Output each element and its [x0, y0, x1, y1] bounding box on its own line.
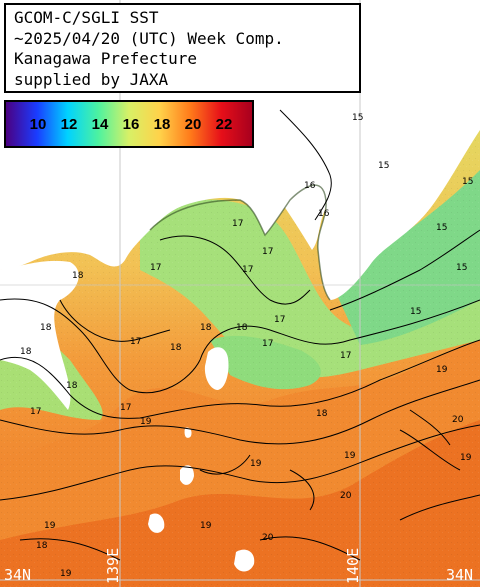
contour-label: 19 [60, 569, 72, 579]
contour-label: 17 [262, 339, 273, 349]
hatsushima-island [204, 347, 229, 390]
legend-label: 22 [215, 116, 233, 133]
contour-label: 19 [436, 365, 448, 375]
date-range: ~2025/04/20 (UTC) Week Comp. [14, 28, 284, 48]
legend-labels: 10 12 14 16 18 20 22 [24, 116, 241, 133]
contour-label: 15 [410, 307, 421, 317]
contour-label: 18 [316, 409, 328, 419]
contour-label: 18 [72, 271, 84, 281]
contour-label: 17 [150, 263, 161, 273]
isotherm-contours [0, 109, 480, 561]
contour-label: 15 [456, 263, 467, 273]
contour-label: 17 [130, 337, 141, 347]
legend-label: 10 [29, 116, 47, 133]
lon-label-139: 139E [104, 547, 122, 584]
region-name: Kanagawa Prefecture [14, 49, 198, 68]
contour-label: 19 [344, 451, 356, 461]
toshima-island [180, 465, 194, 485]
contour-label: 17 [120, 403, 131, 413]
contour-label: 17 [30, 407, 41, 417]
lat-label-34-right: 34N [446, 566, 474, 584]
contour-label: 18 [200, 323, 212, 333]
temperature-legend: 10 12 14 16 18 20 22 [4, 100, 254, 148]
contour-label: 20 [262, 533, 274, 543]
legend-color-bar [6, 102, 252, 146]
contour-label: 17 [274, 315, 285, 325]
top-right-islet [440, 0, 480, 14]
contour-label: 15 [352, 113, 363, 123]
contour-label-group: 15 15 15 15 15 15 16 16 17 17 17 17 17 1… [20, 113, 473, 579]
supplier-credit: supplied by JAXA [14, 69, 169, 89]
contour-label: 17 [242, 265, 253, 275]
legend-label: 16 [122, 116, 140, 133]
contour-label: 18 [170, 343, 182, 353]
contour-label: 18 [20, 347, 32, 357]
contour-label: 18 [40, 323, 52, 333]
legend-label: 18 [153, 116, 171, 133]
izu-peninsula [0, 260, 79, 410]
contour-label: 18 [236, 323, 248, 333]
contour-label: 15 [378, 161, 389, 171]
contour-label: 15 [436, 223, 447, 233]
contour-label: 19 [44, 521, 56, 531]
oshima-island [184, 427, 192, 438]
contour-label: 17 [262, 247, 273, 257]
lat-label-34-left: 34N [4, 566, 32, 584]
contour-label: 18 [36, 541, 48, 551]
contour-label: 17 [232, 219, 243, 229]
contour-label: 16 [304, 181, 316, 191]
contour-label: 18 [66, 381, 78, 391]
contour-label: 19 [200, 521, 212, 531]
legend-label: 14 [91, 116, 109, 133]
info-box: GCOM-C/SGLI SST ~2025/04/20 (UTC) Week C… [4, 3, 361, 93]
contour-label: 19 [140, 417, 152, 427]
legend-label: 20 [184, 116, 202, 133]
product-name: GCOM-C/SGLI SST [14, 8, 159, 27]
niijima-island [148, 513, 165, 533]
legend-label: 12 [60, 116, 78, 133]
contour-label: 19 [460, 453, 472, 463]
contour-label: 16 [318, 209, 330, 219]
kozushima-island [234, 549, 255, 572]
contour-label: 20 [340, 491, 352, 501]
contour-label: 20 [452, 415, 464, 425]
miura-peninsula [275, 95, 379, 250]
contour-label: 15 [462, 177, 473, 187]
contour-label: 17 [340, 351, 351, 361]
contour-label: 19 [250, 459, 262, 469]
coastline-north [149, 184, 331, 301]
lon-label-140: 140E [344, 547, 362, 584]
